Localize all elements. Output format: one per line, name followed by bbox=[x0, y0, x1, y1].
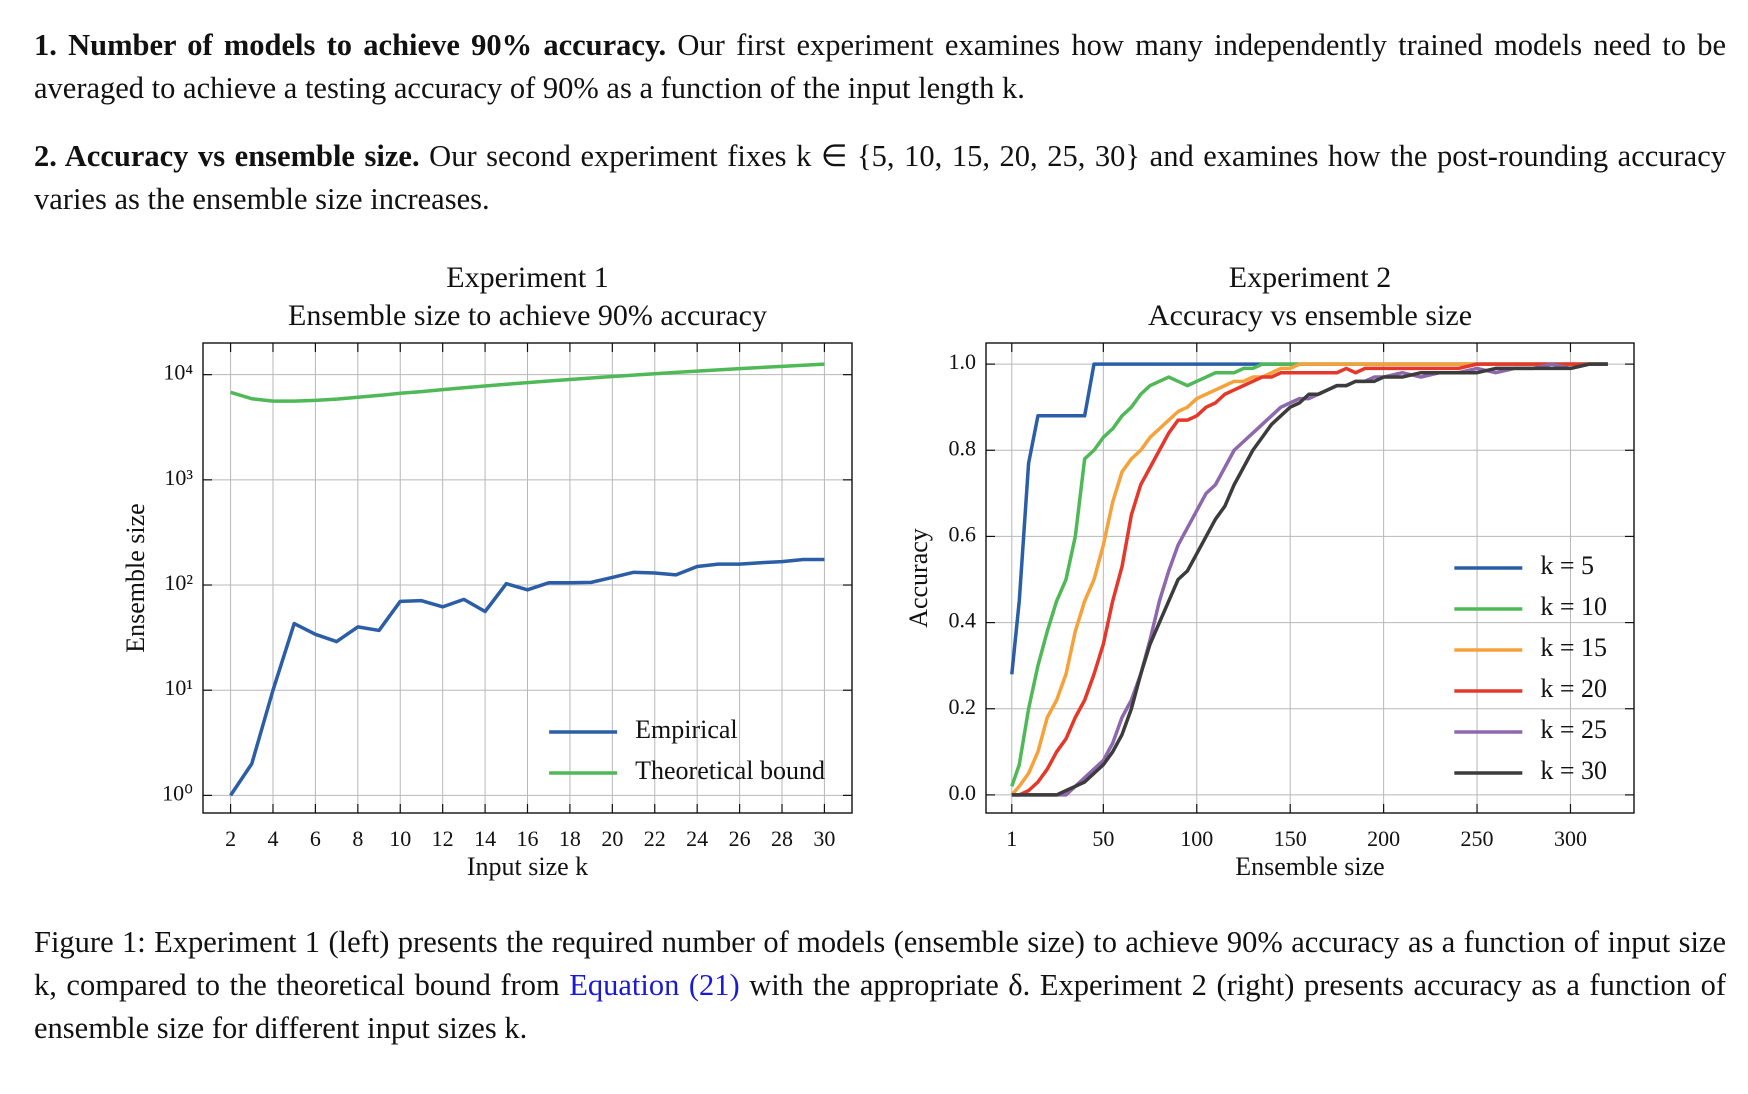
legend-label: k = 20 bbox=[1540, 674, 1607, 703]
y-tick-label: 10⁰ bbox=[162, 780, 193, 805]
x-tick-label: 24 bbox=[686, 826, 708, 851]
data-line bbox=[1011, 362, 1608, 797]
paragraph: 1. Number of models to achieve 90% accur… bbox=[34, 24, 1726, 110]
y-tick-label: 10³ bbox=[164, 465, 193, 490]
y-axis-label: Ensemble size bbox=[121, 503, 150, 652]
x-tick-label: 14 bbox=[474, 826, 496, 851]
x-axis-label: Ensemble size bbox=[1235, 852, 1384, 881]
legend-label: k = 30 bbox=[1540, 756, 1607, 785]
x-axis-label: Input size k bbox=[467, 852, 588, 881]
data-line bbox=[1010, 362, 1608, 797]
plot-frame bbox=[202, 342, 853, 814]
x-tick-label: 200 bbox=[1367, 826, 1400, 851]
caption-text: with the appropriate δ. Experiment 2 (ri… bbox=[34, 968, 1727, 1045]
data-line bbox=[1010, 362, 1608, 675]
x-tick-label: 50 bbox=[1092, 826, 1114, 851]
x-tick-label: 10 bbox=[389, 826, 411, 851]
data-line bbox=[230, 362, 825, 403]
x-tick-label: 18 bbox=[559, 826, 581, 851]
y-tick-label: 10¹ bbox=[164, 675, 193, 700]
chart-subtitle: Accuracy vs ensemble size bbox=[1148, 299, 1472, 332]
x-tick-label: 12 bbox=[432, 826, 454, 851]
y-tick-label: 0.8 bbox=[949, 435, 977, 460]
y-tick-label: 1.0 bbox=[949, 349, 977, 374]
x-tick-label: 2 bbox=[225, 826, 236, 851]
data-line bbox=[1011, 362, 1608, 797]
y-axis-label: Accuracy bbox=[904, 528, 933, 628]
figure: Experiment 1 Ensemble size to achieve 90%… bbox=[121, 261, 1635, 881]
x-tick-label: 28 bbox=[771, 826, 793, 851]
x-tick-label: 250 bbox=[1461, 826, 1494, 851]
x-tick-label: 26 bbox=[729, 826, 751, 851]
legend-label: k = 10 bbox=[1540, 592, 1607, 621]
x-tick-label: 22 bbox=[644, 826, 666, 851]
y-tick-label: 0.6 bbox=[949, 521, 977, 546]
data-line bbox=[229, 557, 825, 797]
chart-title: Experiment 1 bbox=[446, 261, 608, 294]
y-tick-label: 0.0 bbox=[949, 780, 977, 805]
equation-link[interactable]: Equation (21) bbox=[569, 968, 740, 1002]
legend-label: k = 5 bbox=[1540, 551, 1594, 580]
legend-label: Theoretical bound bbox=[635, 756, 825, 785]
paragraph-heading: 2. Accuracy vs ensemble size. bbox=[34, 139, 420, 173]
x-tick-label: 1 bbox=[1006, 826, 1017, 851]
paragraph-text: Our second experiment fixes k ∈ {5, 10, … bbox=[34, 139, 1727, 216]
paragraph-heading: 1. Number of models to achieve 90% accur… bbox=[34, 28, 667, 62]
x-tick-label: 300 bbox=[1554, 826, 1587, 851]
x-tick-label: 20 bbox=[601, 826, 623, 851]
x-tick-label: 4 bbox=[267, 826, 278, 851]
chart-subtitle: Ensemble size to achieve 90% accuracy bbox=[288, 299, 767, 332]
legend-label: Empirical bbox=[635, 715, 738, 744]
x-tick-label: 150 bbox=[1274, 826, 1307, 851]
plot-frame bbox=[985, 342, 1635, 814]
x-tick-label: 8 bbox=[352, 826, 363, 851]
paragraph-text: Our first experiment examines how many i… bbox=[34, 28, 1726, 105]
y-tick-label: 0.4 bbox=[949, 608, 977, 633]
y-tick-label: 0.2 bbox=[949, 694, 977, 719]
x-tick-label: 6 bbox=[310, 826, 321, 851]
legend-label: k = 15 bbox=[1540, 633, 1607, 662]
paragraph: 2. Accuracy vs ensemble size. Our second… bbox=[34, 135, 1726, 221]
x-tick-label: 30 bbox=[813, 826, 835, 851]
chart-title: Experiment 2 bbox=[1229, 261, 1391, 294]
y-tick-label: 10² bbox=[164, 570, 193, 595]
caption-text: Figure 1: Experiment 1 (left) presents t… bbox=[34, 925, 1726, 1002]
x-tick-label: 100 bbox=[1180, 826, 1213, 851]
y-tick-label: 10⁴ bbox=[163, 360, 193, 385]
x-tick-label: 16 bbox=[517, 826, 539, 851]
data-line bbox=[1010, 362, 1608, 787]
legend-label: k = 25 bbox=[1540, 715, 1607, 744]
caption: Figure 1: Experiment 1 (left) presents t… bbox=[34, 921, 1726, 1050]
